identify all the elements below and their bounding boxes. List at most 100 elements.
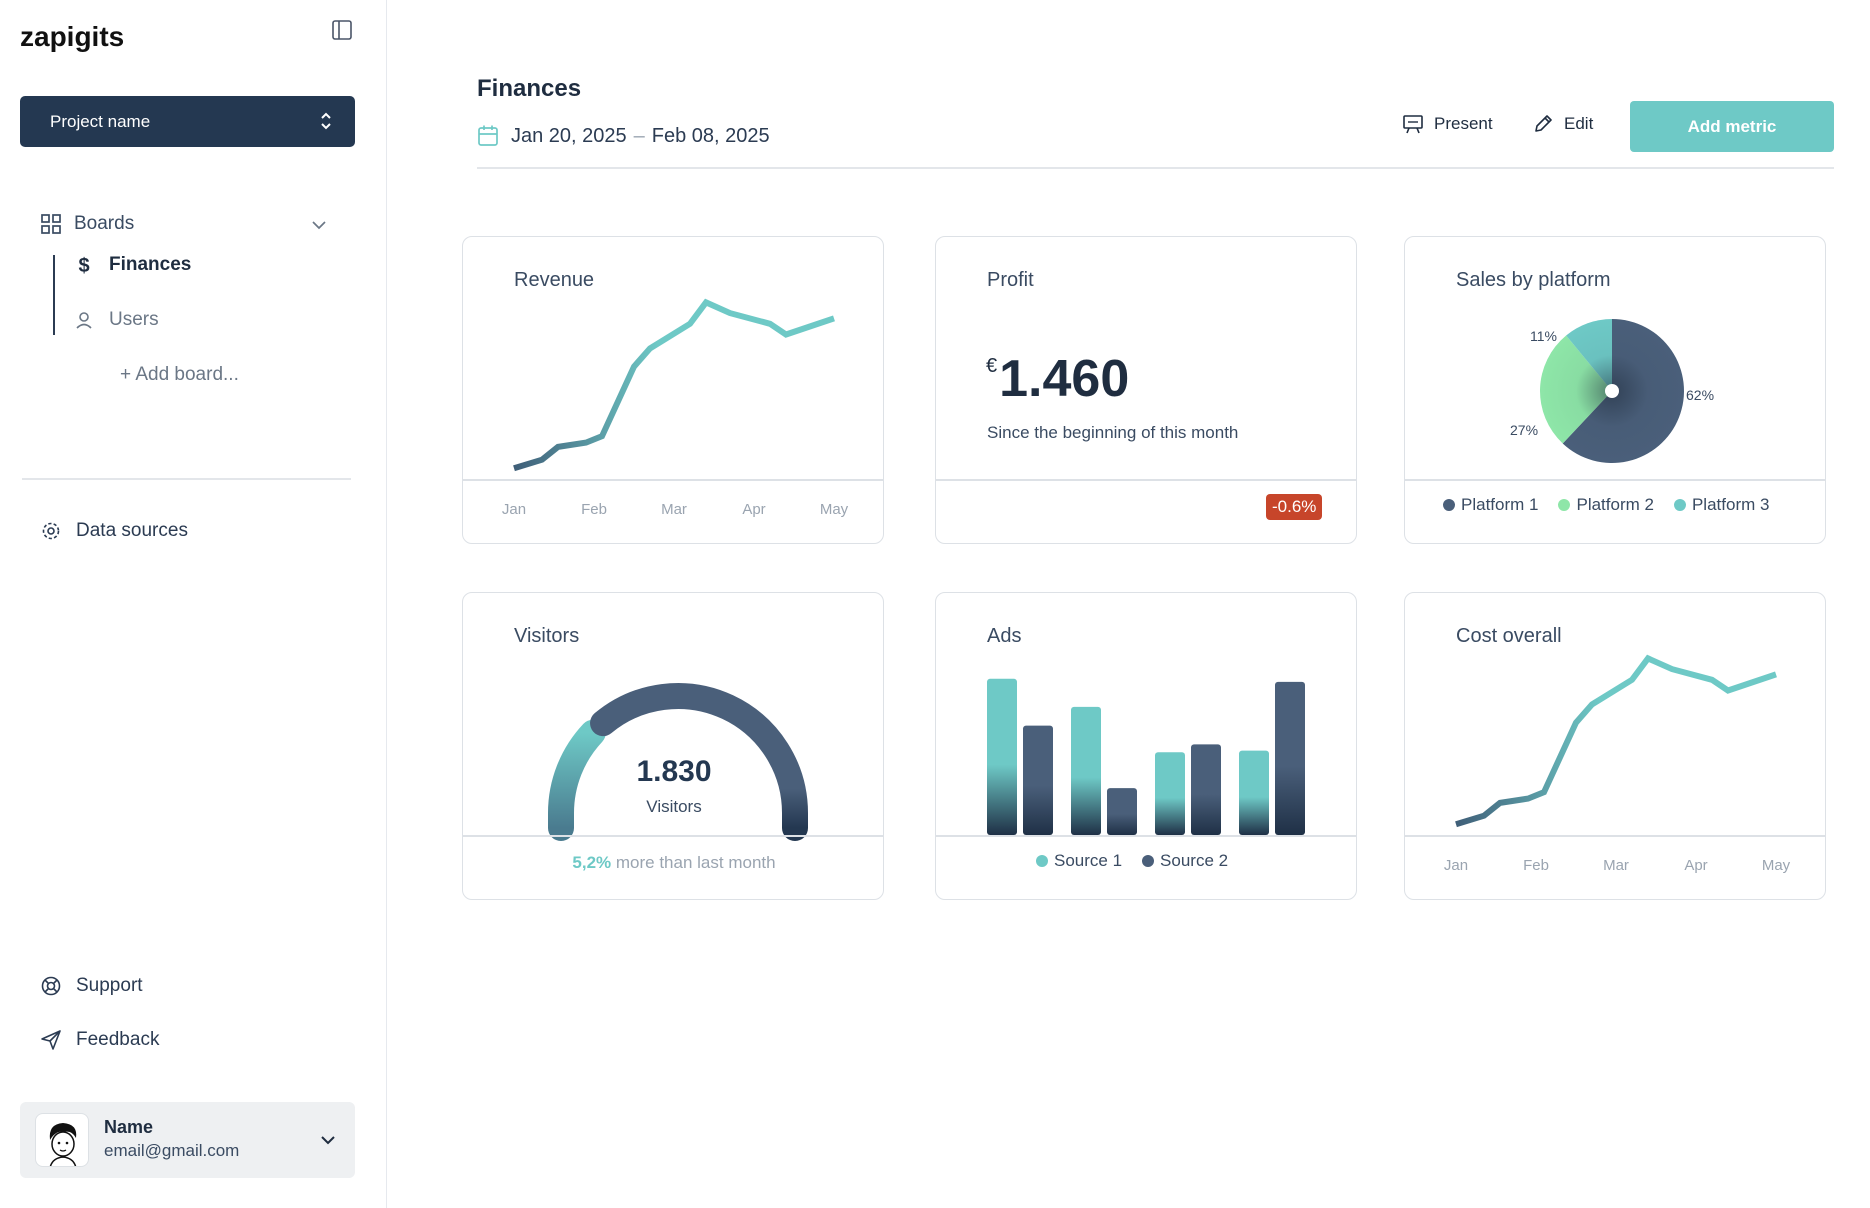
chevron-updown-icon	[321, 112, 331, 130]
card-divider	[936, 835, 1356, 837]
ads-card[interactable]: Ads Source 1 Source 2	[935, 592, 1357, 900]
zapigits-logo[interactable]: zapigits	[20, 14, 136, 58]
bar	[1275, 681, 1305, 835]
sales-pie-chart	[1540, 319, 1684, 463]
sidebar-item-data-sources[interactable]: Data sources	[40, 520, 188, 542]
present-button[interactable]: Present	[1402, 113, 1493, 135]
boards-label: Boards	[74, 213, 135, 234]
visitors-change-percent: 5,2%	[572, 853, 612, 872]
user-menu[interactable]: Name email@gmail.com	[20, 1102, 355, 1178]
bar	[1107, 788, 1137, 835]
gauge-label: Visitors	[646, 797, 702, 816]
profit-card[interactable]: Profit € 1.460 Since the beginning of th…	[935, 236, 1357, 544]
sidebar-item-finances[interactable]: $ Finances	[75, 254, 191, 276]
profit-amount: 1.460	[999, 350, 1130, 408]
date-start: Jan 20, 2025	[511, 124, 627, 147]
revenue-card[interactable]: Revenue Jan Feb Mar Apr May	[462, 236, 884, 544]
x-tick-label: Jan	[1443, 857, 1469, 874]
chevron-down-icon	[312, 221, 326, 230]
bar	[1239, 750, 1269, 835]
revenue-line-chart	[513, 298, 835, 472]
card-divider	[463, 835, 883, 837]
edit-label: Edit	[1564, 114, 1594, 133]
card-title: Sales by platform	[1456, 269, 1611, 291]
profit-subtitle: Since the beginning of this month	[987, 423, 1239, 442]
legend-label: Source 2	[1160, 851, 1229, 870]
card-divider	[1405, 479, 1825, 481]
legend-dot	[1558, 499, 1571, 511]
lifebuoy-icon	[41, 976, 61, 996]
user-name: Name	[104, 1117, 154, 1137]
boards-section-toggle[interactable]: Boards	[40, 210, 340, 238]
legend-item: Source 1	[1036, 851, 1122, 871]
gauge-segment-remaining	[590, 683, 808, 841]
pie-label-platform-3: 11%	[1530, 328, 1557, 344]
gauge-value: 1.830	[636, 755, 712, 788]
sidebar-toggle-icon[interactable]	[330, 18, 354, 42]
sidebar: zapigits Project name Boards $ Finances	[0, 0, 387, 1208]
add-metric-button[interactable]: Add metric	[1630, 101, 1834, 152]
data-sources-label: Data sources	[76, 520, 188, 541]
dollar-icon: $	[78, 255, 89, 276]
card-title: Visitors	[514, 625, 580, 647]
add-board-link[interactable]: + Add board...	[120, 364, 239, 385]
avatar	[35, 1113, 89, 1167]
legend-item: Platform 1	[1443, 495, 1538, 515]
legend-dot	[1443, 499, 1455, 511]
revenue-x-axis: Jan Feb Mar Apr May	[463, 501, 883, 521]
card-title: Profit	[987, 269, 1034, 291]
project-select-label: Project name	[50, 111, 151, 131]
series-line	[1455, 654, 1777, 828]
cost-x-axis: Jan Feb Mar Apr May	[1405, 857, 1825, 877]
tree-line	[53, 255, 55, 335]
legend-dot	[1036, 855, 1048, 867]
cost-overall-card[interactable]: Cost overall Jan Feb Mar Apr May	[1404, 592, 1826, 900]
series-line	[513, 298, 835, 472]
visitors-change-text: more than last month	[611, 853, 776, 872]
sidebar-divider	[22, 478, 351, 480]
legend-label: Platform 3	[1691, 495, 1770, 514]
legend-item: Platform 3	[1673, 495, 1770, 515]
avatar-illustration	[49, 1123, 77, 1166]
send-icon	[41, 1030, 61, 1050]
legend-label: Platform 1	[1461, 495, 1539, 514]
x-tick-label: Jan	[501, 501, 527, 518]
x-tick-label: Mar	[661, 501, 687, 518]
pencil-icon	[1535, 115, 1552, 132]
legend-dot	[1673, 499, 1686, 511]
currency-symbol: €	[986, 355, 998, 377]
sidebar-item-feedback[interactable]: Feedback	[40, 1029, 159, 1051]
pie-label-platform-1: 62%	[1686, 387, 1715, 403]
visitors-change: 5,2% more than last month	[463, 853, 883, 873]
ads-bar-chart	[987, 678, 1305, 835]
cost-line-chart	[1455, 654, 1777, 828]
bar	[1071, 706, 1101, 835]
card-divider	[463, 479, 883, 481]
user-icon	[76, 312, 92, 329]
profit-value: € 1.460	[986, 349, 1129, 409]
edit-button[interactable]: Edit	[1532, 113, 1593, 135]
sidebar-item-support[interactable]: Support	[40, 975, 143, 997]
card-title: Revenue	[514, 269, 595, 291]
visitors-card[interactable]: Visitors 1.830 Visitors 5,2% more than l…	[462, 592, 884, 900]
date-end: Feb 08, 2025	[651, 124, 770, 147]
bar	[987, 678, 1017, 835]
visitors-gauge	[548, 683, 808, 841]
project-select[interactable]: Project name	[20, 96, 355, 147]
chevron-down-icon	[321, 1136, 335, 1145]
sales-by-platform-card[interactable]: Sales by platform 62% 27% 11% Platform 1…	[1404, 236, 1826, 544]
x-tick-label: Apr	[1684, 857, 1708, 874]
legend-item: Platform 2	[1558, 495, 1654, 515]
bar	[1023, 725, 1053, 835]
x-tick-label: May	[1761, 857, 1791, 874]
user-email: email@gmail.com	[104, 1141, 240, 1160]
pie-center-dot	[1605, 384, 1619, 398]
date-range-picker[interactable]: Jan 20, 2025 – Feb 08, 2025	[477, 124, 770, 148]
x-tick-label: Feb	[1523, 857, 1549, 874]
x-tick-label: Apr	[742, 501, 766, 518]
support-label: Support	[76, 975, 143, 996]
card-title: Cost overall	[1456, 625, 1562, 647]
sidebar-item-users[interactable]: Users	[75, 309, 159, 331]
date-separator: –	[633, 124, 645, 147]
sidebar-item-label: Finances	[109, 254, 192, 275]
